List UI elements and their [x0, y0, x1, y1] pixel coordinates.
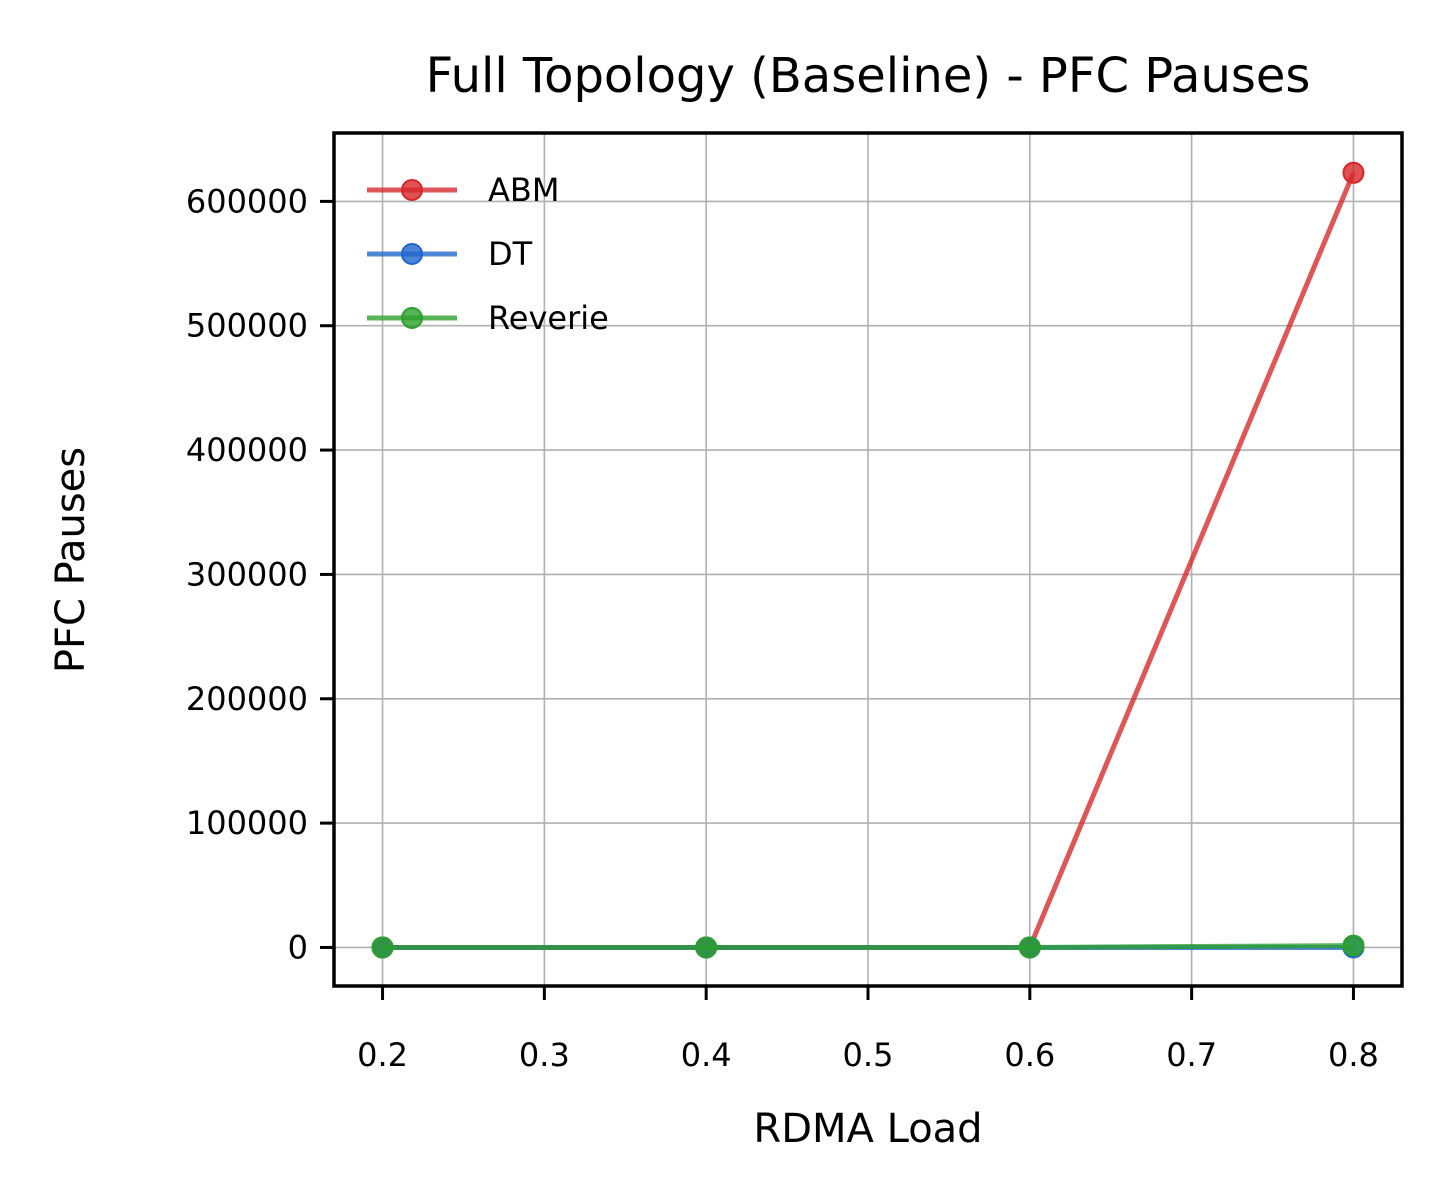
- y-axis-ticks: 0 100000 200000 300000 400000 500000 600000: [186, 182, 334, 966]
- legend-marker: [401, 243, 423, 265]
- legend-item: Reverie: [367, 299, 609, 337]
- legend-item: ABM: [367, 171, 559, 209]
- data-point: [371, 936, 394, 959]
- data-point: [1342, 934, 1365, 957]
- legend-label: ABM: [488, 171, 559, 209]
- legend-label: DT: [488, 235, 533, 273]
- y-tick-label: 500000: [186, 307, 308, 345]
- legend-marker: [401, 307, 423, 329]
- x-tick-label: 0.5: [843, 1036, 894, 1074]
- y-tick-label: 200000: [186, 680, 308, 718]
- x-tick-label: 0.2: [357, 1036, 408, 1074]
- y-tick-label: 0: [288, 928, 308, 966]
- x-tick-label: 0.3: [519, 1036, 570, 1074]
- y-tick-label: 300000: [186, 555, 308, 593]
- series-line: [382, 943, 1354, 950]
- x-axis-ticks: 0.2 0.3 0.4 0.5 0.6 0.7 0.8: [357, 986, 1379, 1074]
- y-tick-label: 600000: [186, 182, 308, 220]
- y-tick-label: 400000: [186, 431, 308, 469]
- series-layer: [371, 161, 1365, 959]
- data-point: [1342, 161, 1365, 184]
- series-reverie: [371, 934, 1365, 959]
- legend: ABM DT Reverie: [367, 171, 609, 337]
- x-tick-label: 0.4: [681, 1036, 732, 1074]
- legend-marker: [401, 179, 423, 201]
- data-point: [1018, 936, 1041, 959]
- y-axis-label: PFC Pauses: [48, 447, 94, 673]
- y-tick-label: 100000: [186, 804, 308, 842]
- x-tick-label: 0.8: [1328, 1036, 1379, 1074]
- legend-label: Reverie: [488, 299, 609, 337]
- chart-title: Full Topology (Baseline) - PFC Pauses: [426, 48, 1311, 104]
- x-tick-label: 0.7: [1166, 1036, 1217, 1074]
- data-point: [695, 936, 718, 959]
- x-tick-label: 0.6: [1004, 1036, 1055, 1074]
- x-axis-label: RDMA Load: [753, 1106, 982, 1152]
- legend-item: DT: [367, 235, 533, 273]
